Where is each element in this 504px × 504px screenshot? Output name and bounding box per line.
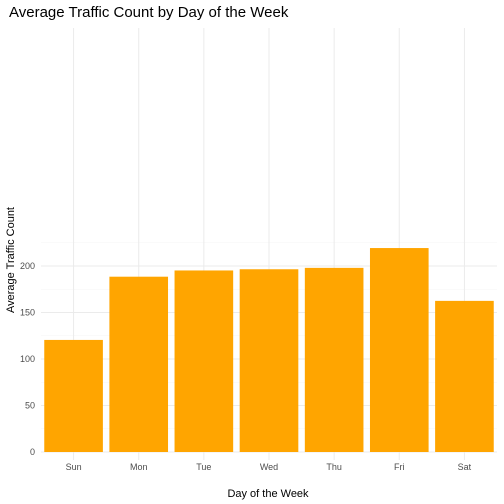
bar-mon	[109, 276, 169, 452]
y-tick-label: 150	[20, 308, 35, 318]
bar-thu	[304, 267, 364, 452]
chart-title: Average Traffic Count by Day of the Week	[9, 4, 289, 21]
x-tick-label: Thu	[326, 462, 342, 472]
x-tick-labels: Sun Mon Tue Wed Thu Fri Sat	[66, 462, 472, 472]
y-tick-label: 50	[25, 401, 35, 411]
bars	[44, 248, 494, 452]
x-tick-label: Sun	[66, 462, 82, 472]
y-axis-title: Average Traffic Count	[5, 207, 17, 313]
x-tick-label: Fri	[394, 462, 405, 472]
bar-sat	[435, 300, 494, 452]
bar-wed	[239, 269, 299, 452]
bar-sun	[44, 339, 103, 452]
bar-tue	[174, 270, 234, 452]
y-tick-labels: 0 50 100 150 200	[20, 261, 35, 457]
x-tick-label: Tue	[196, 462, 211, 472]
y-tick-label: 100	[20, 354, 35, 364]
x-axis-title: Day of the Week	[227, 488, 309, 500]
x-tick-label: Mon	[130, 462, 148, 472]
x-tick-label: Wed	[260, 462, 278, 472]
x-tick-label: Sat	[458, 462, 472, 472]
y-tick-label: 0	[30, 447, 35, 457]
y-tick-label: 200	[20, 261, 35, 271]
bar-fri	[369, 248, 429, 452]
